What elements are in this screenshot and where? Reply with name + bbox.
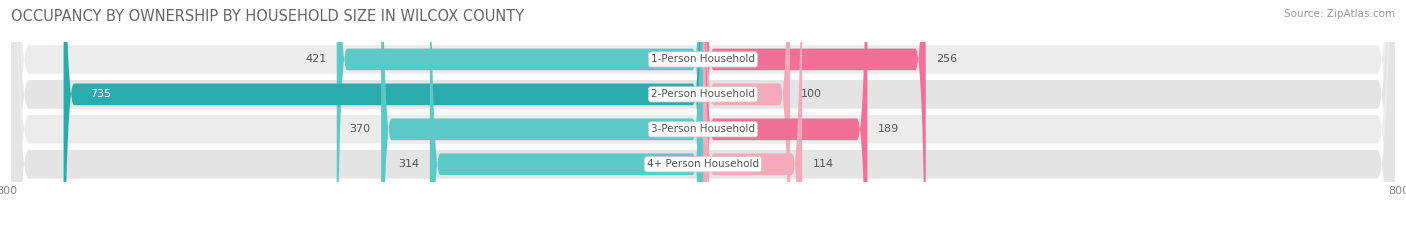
FancyBboxPatch shape bbox=[11, 0, 1395, 233]
Text: 189: 189 bbox=[877, 124, 898, 134]
Text: 421: 421 bbox=[305, 55, 326, 64]
FancyBboxPatch shape bbox=[11, 0, 1395, 233]
FancyBboxPatch shape bbox=[703, 0, 925, 233]
Text: 314: 314 bbox=[398, 159, 419, 169]
FancyBboxPatch shape bbox=[337, 0, 703, 233]
Text: 2-Person Household: 2-Person Household bbox=[651, 89, 755, 99]
Text: 1-Person Household: 1-Person Household bbox=[651, 55, 755, 64]
Text: 114: 114 bbox=[813, 159, 834, 169]
Text: 3-Person Household: 3-Person Household bbox=[651, 124, 755, 134]
Text: 370: 370 bbox=[350, 124, 371, 134]
Text: OCCUPANCY BY OWNERSHIP BY HOUSEHOLD SIZE IN WILCOX COUNTY: OCCUPANCY BY OWNERSHIP BY HOUSEHOLD SIZE… bbox=[11, 9, 524, 24]
FancyBboxPatch shape bbox=[11, 0, 1395, 233]
Text: 256: 256 bbox=[936, 55, 957, 64]
FancyBboxPatch shape bbox=[703, 0, 868, 233]
FancyBboxPatch shape bbox=[430, 0, 703, 233]
Text: 100: 100 bbox=[800, 89, 821, 99]
Text: Source: ZipAtlas.com: Source: ZipAtlas.com bbox=[1284, 9, 1395, 19]
FancyBboxPatch shape bbox=[11, 0, 1395, 233]
FancyBboxPatch shape bbox=[63, 0, 703, 233]
FancyBboxPatch shape bbox=[703, 0, 803, 233]
Text: 4+ Person Household: 4+ Person Household bbox=[647, 159, 759, 169]
FancyBboxPatch shape bbox=[381, 0, 703, 233]
FancyBboxPatch shape bbox=[703, 0, 790, 233]
Text: 735: 735 bbox=[90, 89, 111, 99]
